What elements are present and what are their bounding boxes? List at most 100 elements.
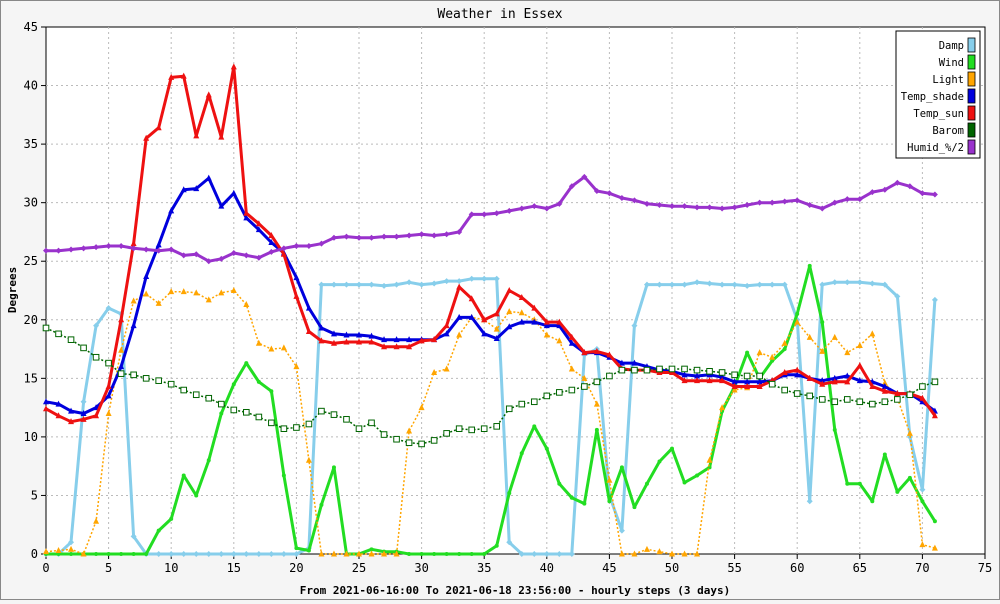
data-point-wind <box>169 516 174 521</box>
data-point-damp <box>669 281 675 288</box>
data-point-temp-shade <box>268 238 275 245</box>
data-point-barom <box>117 370 125 377</box>
data-point-light <box>869 330 876 337</box>
data-point-barom <box>618 366 626 374</box>
data-point-barom <box>643 366 651 374</box>
series-line-light <box>45 289 936 555</box>
data-point-light <box>518 309 525 316</box>
data-point-humid-2 <box>518 205 525 212</box>
data-point-light <box>806 333 813 340</box>
data-point-barom <box>355 425 363 432</box>
data-point-temp-shade <box>293 274 300 281</box>
data-point-light <box>381 550 388 557</box>
data-point-temp-shade <box>105 392 112 399</box>
data-point-damp <box>493 275 500 282</box>
legend-swatch <box>967 88 976 104</box>
y-tick-label: 20 <box>24 313 38 327</box>
data-point-barom <box>718 369 726 376</box>
data-point-humid-2 <box>230 250 237 257</box>
data-point-wind <box>820 320 825 325</box>
data-point-barom <box>243 408 250 416</box>
data-point-temp-shade <box>719 373 726 380</box>
data-point-humid-2 <box>606 190 613 197</box>
data-point-temp-shade <box>506 323 513 330</box>
data-point-temp-sun <box>418 337 425 344</box>
data-point-humid-2 <box>581 173 588 180</box>
data-point-temp-sun <box>581 349 588 356</box>
data-point-light <box>68 545 75 552</box>
data-point-barom <box>581 383 588 390</box>
data-point-wind <box>444 552 449 556</box>
data-point-barom <box>430 437 438 444</box>
data-point-light <box>393 550 400 557</box>
x-tick-label: 10 <box>164 561 178 575</box>
data-point-barom <box>330 411 338 418</box>
data-point-barom <box>505 405 513 413</box>
data-point-wind <box>482 552 487 556</box>
data-point-damp <box>919 486 926 493</box>
data-point-humid-2 <box>669 203 675 210</box>
data-point-humid-2 <box>168 246 175 253</box>
data-point-barom <box>681 365 688 373</box>
data-point-light <box>180 288 187 295</box>
data-point-light <box>493 325 500 332</box>
data-point-damp <box>168 551 175 557</box>
data-point-humid-2 <box>293 242 300 249</box>
data-point-wind <box>857 481 862 486</box>
x-tick-label: 25 <box>352 561 366 575</box>
data-point-wind <box>907 475 912 480</box>
data-point-humid-2 <box>143 246 150 253</box>
data-point-wind <box>895 489 900 494</box>
data-point-light <box>581 374 588 381</box>
data-point-temp-shade <box>881 383 888 390</box>
data-point-humid-2 <box>556 200 563 207</box>
data-point-barom <box>493 423 501 430</box>
data-point-temp-shade <box>443 330 450 337</box>
data-point-light <box>906 429 913 436</box>
data-point-light <box>343 550 350 557</box>
data-point-temp-sun <box>255 220 262 227</box>
data-point-temp-sun <box>43 405 49 412</box>
data-point-wind <box>69 552 74 556</box>
data-point-temp-sun <box>193 132 200 139</box>
data-point-temp-shade <box>180 186 187 193</box>
data-point-humid-2 <box>719 205 726 212</box>
data-point-light <box>205 296 212 303</box>
data-point-temp-shade <box>406 336 413 343</box>
data-point-temp-shade <box>130 322 137 329</box>
data-point-light <box>293 363 300 370</box>
data-point-wind <box>544 446 549 451</box>
legend <box>895 30 981 159</box>
data-point-humid-2 <box>393 233 400 240</box>
data-point-temp-shade <box>330 330 337 337</box>
data-point-temp-sun <box>869 383 876 390</box>
data-point-light <box>831 333 838 340</box>
data-point-damp <box>443 278 450 285</box>
data-point-temp-shade <box>493 335 500 342</box>
data-point-humid-2 <box>418 231 425 238</box>
data-point-wind <box>920 499 925 504</box>
data-point-damp <box>869 280 876 287</box>
data-point-damp <box>343 281 350 288</box>
data-point-damp <box>330 281 337 288</box>
data-point-light <box>443 365 450 372</box>
series-line-temp-sun <box>45 65 937 424</box>
data-point-humid-2 <box>906 183 913 190</box>
data-point-wind <box>632 505 637 510</box>
data-point-light <box>318 550 325 557</box>
data-point-damp <box>230 551 237 557</box>
data-point-barom <box>656 365 663 373</box>
data-point-light <box>218 289 225 296</box>
data-point-temp-shade <box>218 202 225 209</box>
data-point-light <box>669 550 675 557</box>
data-point-barom <box>380 431 388 438</box>
data-point-damp <box>719 281 726 288</box>
data-point-barom <box>67 336 75 343</box>
series-humid-2 <box>43 173 938 265</box>
data-point-light <box>105 409 112 416</box>
x-tick-label: 0 <box>42 561 49 575</box>
legend-label: Humid_%/2 <box>907 142 964 154</box>
data-point-temp-shade <box>43 398 49 405</box>
data-point-wind <box>369 547 374 552</box>
data-point-barom <box>906 391 914 399</box>
